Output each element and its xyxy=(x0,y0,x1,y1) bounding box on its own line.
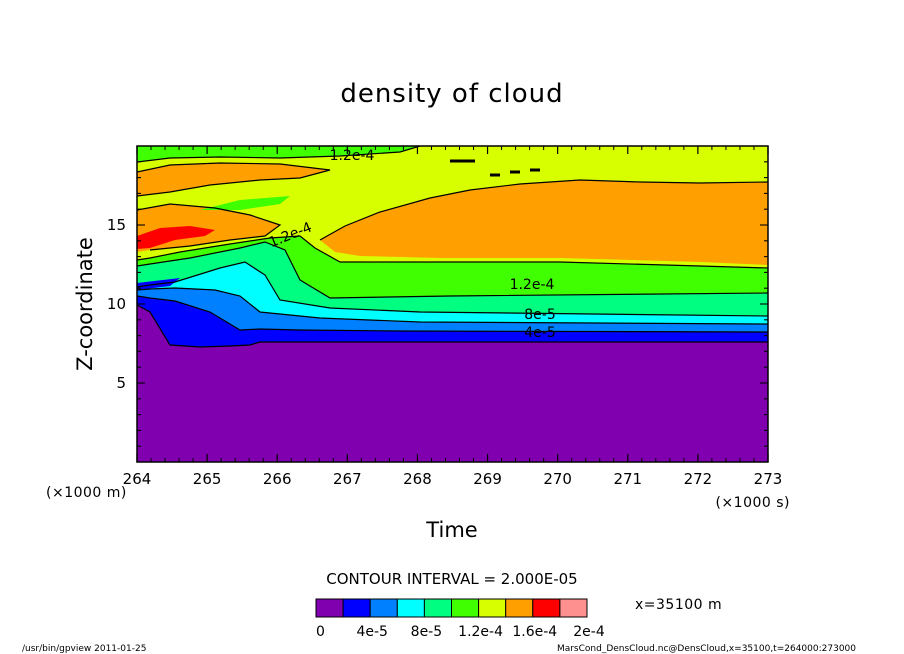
contour-line xyxy=(137,203,282,251)
contour-fill xyxy=(137,146,768,462)
colorbar-label: 4e-5 xyxy=(356,624,387,640)
x-tick-label: 264 xyxy=(123,470,152,488)
plot-area: 1.2e-41.2e-41.2e-48e-54e-5 264 265 266 267 2… xyxy=(107,145,783,488)
contour-line xyxy=(137,295,768,333)
contour-line xyxy=(137,241,768,299)
x-tick-label: 266 xyxy=(263,470,292,488)
colorbar-swatch xyxy=(532,598,561,618)
contour-lines xyxy=(137,146,768,348)
colorbar-swatch xyxy=(369,598,398,618)
x-tick-label: 267 xyxy=(333,470,362,488)
footer-right: MarsCond_DensCloud.nc@DensCloud,x=35100,… xyxy=(557,644,856,654)
contour-label: 1.2e-4 xyxy=(330,148,375,164)
colorbar xyxy=(315,598,588,618)
contour-line xyxy=(137,287,768,325)
contour-line xyxy=(137,235,768,269)
band-green-top xyxy=(137,146,420,162)
colorbar-label: 1.2e-4 xyxy=(458,624,503,640)
x-tick-label: 272 xyxy=(684,470,713,488)
y-axis-label: Z-coordinate xyxy=(73,237,97,371)
contour-line xyxy=(490,168,540,177)
x-tick-label: 268 xyxy=(403,470,432,488)
x-tick-label: 265 xyxy=(193,470,222,488)
colorbar-label: 1.6e-4 xyxy=(512,624,557,640)
contour-label: 1.2e-4 xyxy=(510,277,555,293)
colorbar-swatch xyxy=(478,598,507,618)
contour-line xyxy=(137,261,768,317)
x-tick-label: 270 xyxy=(543,470,572,488)
chart-title: density of cloud xyxy=(340,79,563,109)
colorbar-swatch xyxy=(396,598,425,618)
y-tick-label: 15 xyxy=(107,216,126,234)
contour-label: 8e-5 xyxy=(524,307,555,323)
x-tick-label: 269 xyxy=(473,470,502,488)
contour-interval-text: CONTOUR INTERVAL = 2.000E-05 xyxy=(326,570,577,588)
x-axis-ticks: 264 265 266 267 268 269 270 271 272 273 xyxy=(123,146,783,488)
colorbar-swatch xyxy=(342,598,371,618)
colorbar-label: 8e-5 xyxy=(411,624,442,640)
y-axis-ticks: 5 10 15 xyxy=(107,161,768,447)
footer-left: /usr/bin/gpview 2011-01-25 xyxy=(22,644,146,654)
band-orange-upper xyxy=(137,163,330,196)
colorbar-swatch xyxy=(559,598,588,618)
x-unit-label: (×1000 s) xyxy=(715,495,790,511)
colorbar-label: 0 xyxy=(316,624,325,640)
contour-line xyxy=(319,179,768,241)
band-green-streak xyxy=(200,196,290,210)
section-text: x=35100 m xyxy=(635,597,722,613)
colorbar-labels: 0 4e-5 8e-5 1.2e-4 1.6e-4 2e-4 xyxy=(316,624,605,640)
band-orange-main xyxy=(320,180,768,265)
colorbar-label: 2e-4 xyxy=(573,624,605,640)
colorbar-swatch xyxy=(315,598,344,618)
contour-label: 4e-5 xyxy=(524,325,555,341)
colorbar-swatch xyxy=(451,598,480,618)
colorbar-swatch xyxy=(423,598,452,618)
x-tick-label: 273 xyxy=(754,470,783,488)
y-tick-label: 5 xyxy=(116,374,126,392)
contour-line xyxy=(137,304,768,348)
contour-line xyxy=(137,162,331,197)
y-unit-label: (×1000 m) xyxy=(46,485,127,501)
x-axis-label: Time xyxy=(425,518,477,542)
band-red xyxy=(137,226,215,249)
contour-line xyxy=(137,146,421,163)
colorbar-swatch xyxy=(505,598,534,618)
x-tick-label: 271 xyxy=(613,470,642,488)
y-tick-label: 10 xyxy=(107,295,126,313)
